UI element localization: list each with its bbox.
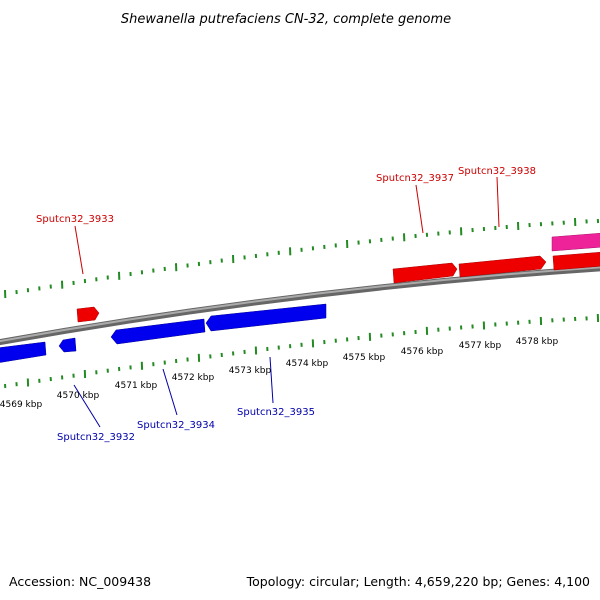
gene-arrow-reverse-edge[interactable] (0, 341, 47, 363)
gene-arrow-sputcn32-3938[interactable] (458, 255, 547, 278)
scale-label-4576: 4576 kbp (401, 347, 444, 357)
upper-tick-row (4, 217, 600, 299)
gene-label-sputcn32-3933[interactable]: Sputcn32_3933 (36, 214, 114, 225)
scale-label-4570: 4570 kbp (57, 391, 100, 401)
scale-label-4573: 4573 kbp (229, 366, 272, 376)
genome-summary-text: Topology: circular; Length: 4,659,220 bp… (246, 574, 590, 589)
leader-line-3932 (73, 384, 101, 428)
gene-arrow-sputcn32-3935[interactable] (205, 303, 327, 332)
scale-label-4578: 4578 kbp (516, 337, 559, 347)
accession-text: Accession: NC_009438 (9, 574, 151, 589)
lower-tick-row (4, 313, 600, 389)
gene-arrow-sputcn32-3932[interactable] (58, 337, 77, 353)
gene-arrow-forward-edge[interactable] (552, 251, 600, 271)
gene-label-sputcn32-3935[interactable]: Sputcn32_3935 (237, 407, 315, 418)
map-title: Shewanella putrefaciens CN-32, complete … (121, 12, 451, 27)
leader-line-3935 (269, 356, 274, 404)
scale-label-4572: 4572 kbp (172, 373, 215, 383)
scale-label-4577: 4577 kbp (459, 341, 502, 351)
gene-label-sputcn32-3932[interactable]: Sputcn32_3932 (57, 432, 135, 443)
genome-backbone-highlight (0, 266, 600, 343)
leader-line-3938 (496, 176, 500, 228)
gene-arrow-rna[interactable] (551, 232, 600, 252)
gene-arrow-sputcn32-3934[interactable] (110, 318, 206, 345)
gene-label-sputcn32-3938[interactable]: Sputcn32_3938 (458, 166, 536, 177)
leader-line-3933 (74, 225, 84, 275)
scale-label-4569: 4569 kbp (0, 400, 42, 410)
scale-label-4574: 4574 kbp (286, 359, 329, 369)
leader-line-3934 (162, 368, 178, 416)
gene-arrow-sputcn32-3933[interactable] (76, 306, 100, 323)
gene-label-sputcn32-3937[interactable]: Sputcn32_3937 (376, 173, 454, 184)
leader-line-3937 (415, 184, 424, 234)
scale-label-4571: 4571 kbp (115, 381, 158, 391)
gene-arrow-sputcn32-3937[interactable] (392, 262, 458, 284)
gene-label-sputcn32-3934[interactable]: Sputcn32_3934 (137, 420, 215, 431)
genome-backbone (0, 265, 600, 346)
scale-label-4575: 4575 kbp (343, 353, 386, 363)
